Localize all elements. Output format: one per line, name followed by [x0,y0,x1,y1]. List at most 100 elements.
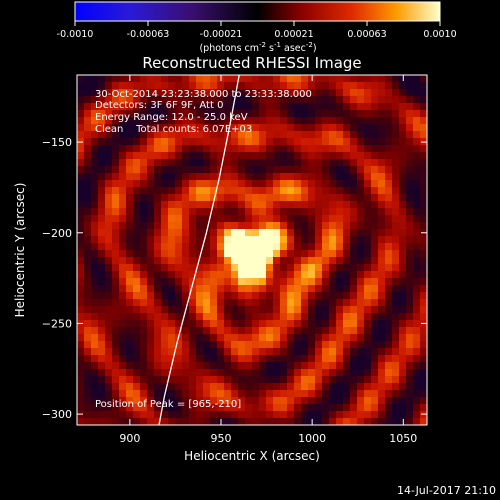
heatmap-cell [140,152,148,160]
heatmap-cell [133,131,141,139]
heatmap-cell [91,187,99,195]
heatmap-cell [308,411,316,419]
heatmap-cell [133,138,141,146]
heatmap-cell [84,229,92,237]
heatmap-cell [357,145,365,153]
heatmap-cell [77,194,85,202]
heatmap-cell [392,194,400,202]
heatmap-cell [371,271,379,279]
heatmap-cell [420,369,427,377]
heatmap-cell [189,334,197,342]
heatmap-cell [343,138,351,146]
heatmap-cell [105,285,113,293]
heatmap-cell [287,215,295,223]
heatmap-cell [210,138,218,146]
heatmap-cell [182,180,190,188]
heatmap-cell [217,299,225,307]
heatmap-cell [91,348,99,356]
heatmap-cell [154,355,162,363]
x-tick-label: 950 [211,432,232,445]
heatmap-cell [224,166,232,174]
heatmap-cell [161,131,169,139]
heatmap-cell [385,376,393,384]
heatmap-cell [301,320,309,328]
heatmap-cell [196,306,204,314]
heatmap-cell [84,187,92,195]
heatmap-cell [371,243,379,251]
heatmap-cell [112,82,120,90]
heatmap-cell [196,285,204,293]
heatmap-cell [77,250,85,258]
heatmap-cell [273,138,281,146]
heatmap-cell [357,194,365,202]
heatmap-cell [147,306,155,314]
heatmap-cell [336,313,344,321]
heatmap-cell [245,96,253,104]
heatmap-cell [238,390,246,398]
heatmap-cell [287,362,295,370]
heatmap-cell [392,110,400,118]
heatmap-cell [308,292,316,300]
heatmap-cell [322,334,330,342]
heatmap-cell [280,187,288,195]
heatmap-cell [119,250,127,258]
heatmap-cell [238,117,246,125]
heatmap-cell [336,208,344,216]
heatmap-cell [98,355,106,363]
heatmap-cell [84,194,92,202]
heatmap-cell [182,348,190,356]
heatmap-cell [224,236,232,244]
y-tick-label: −250 [42,317,72,330]
heatmap-cell [91,418,99,425]
heatmap-cell [420,124,427,132]
heatmap-cell [224,229,232,237]
heatmap-cell [119,292,127,300]
heatmap-cell [322,313,330,321]
heatmap-cell [301,327,309,335]
heatmap-cell [161,397,169,405]
heatmap-cell [364,404,372,412]
heatmap-cell [385,82,393,90]
heatmap-cell [182,313,190,321]
heatmap-cell [133,313,141,321]
heatmap-cell [126,271,134,279]
heatmap-cell [91,96,99,104]
heatmap-cell [182,75,190,83]
heatmap-cell [343,320,351,328]
heatmap-cell [161,348,169,356]
heatmap-cell [315,194,323,202]
heatmap-cell [189,411,197,419]
heatmap-cell [343,180,351,188]
heatmap-cell [119,257,127,265]
heatmap-cell [84,411,92,419]
heatmap-cell [112,411,120,419]
heatmap-cell [273,96,281,104]
heatmap-cell [168,257,176,265]
heatmap-cell [182,411,190,419]
heatmap-cell [364,369,372,377]
heatmap-cell [189,215,197,223]
heatmap-cell [126,292,134,300]
heatmap-cell [322,404,330,412]
heatmap-cell [140,299,148,307]
heatmap-cell [245,159,253,167]
heatmap-cell [231,110,239,118]
heatmap-cell [343,152,351,160]
heatmap-cell [91,124,99,132]
heatmap-cell [266,152,274,160]
heatmap-cell [350,313,358,321]
heatmap-cell [210,285,218,293]
heatmap-cell [294,376,302,384]
heatmap-cell [294,341,302,349]
heatmap-cell [308,250,316,258]
heatmap-cell [252,82,260,90]
heatmap-cell [133,215,141,223]
heatmap-cell [147,285,155,293]
heatmap-cell [161,278,169,286]
heatmap-cell [84,159,92,167]
heatmap-cell [266,222,274,230]
heatmap-cell [420,250,427,258]
heatmap-cell [364,236,372,244]
heatmap-cell [98,103,106,111]
heatmap-cell [77,110,85,118]
